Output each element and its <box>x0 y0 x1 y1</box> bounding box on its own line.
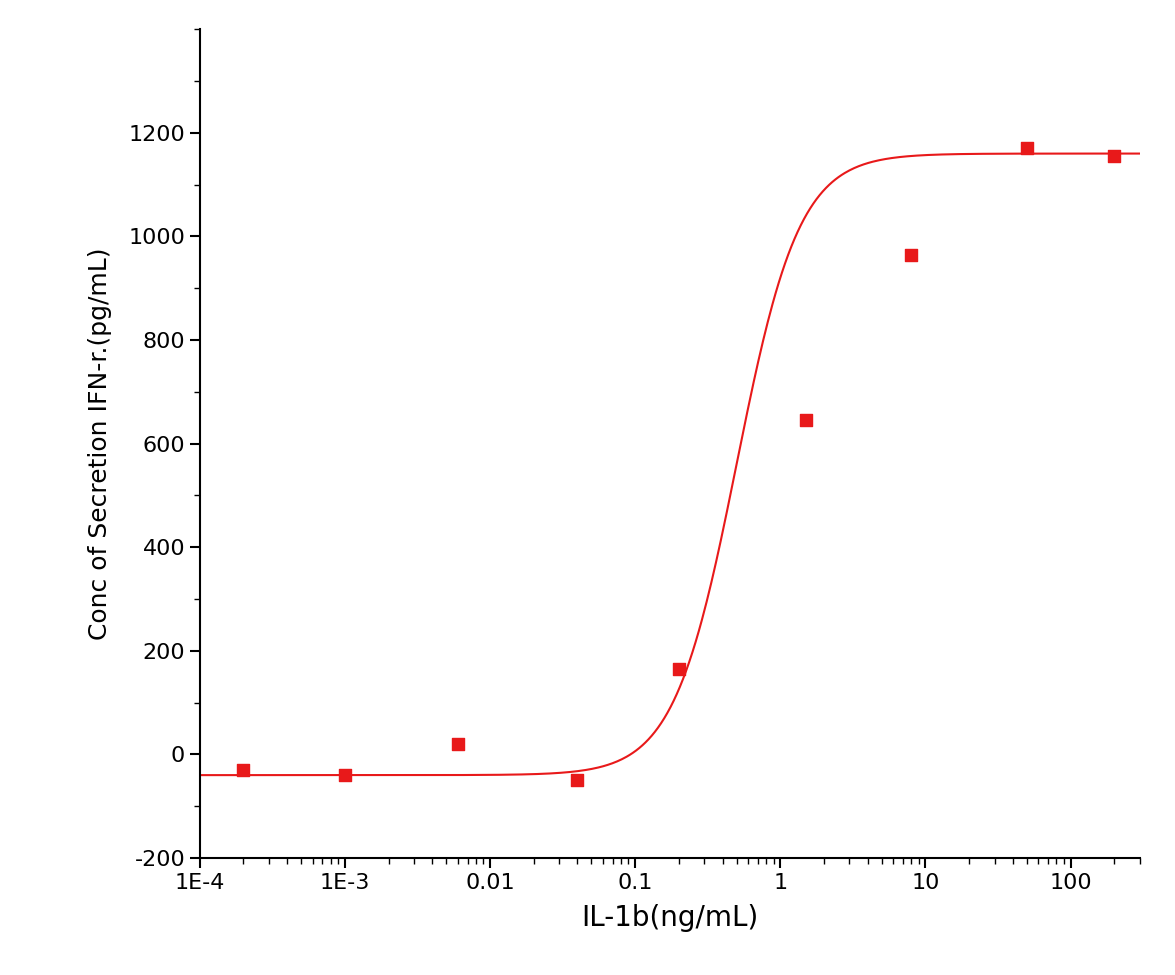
X-axis label: IL-1b(ng/mL): IL-1b(ng/mL) <box>582 904 758 932</box>
Point <box>1018 140 1036 156</box>
Point <box>336 767 355 783</box>
Point <box>449 736 468 752</box>
Point <box>670 661 689 677</box>
Point <box>234 762 253 778</box>
Point <box>1104 148 1123 164</box>
Point <box>902 247 921 262</box>
Point <box>797 412 815 428</box>
Point <box>568 772 586 788</box>
Y-axis label: Conc of Secretion IFN-r.(pg/mL): Conc of Secretion IFN-r.(pg/mL) <box>88 248 112 640</box>
